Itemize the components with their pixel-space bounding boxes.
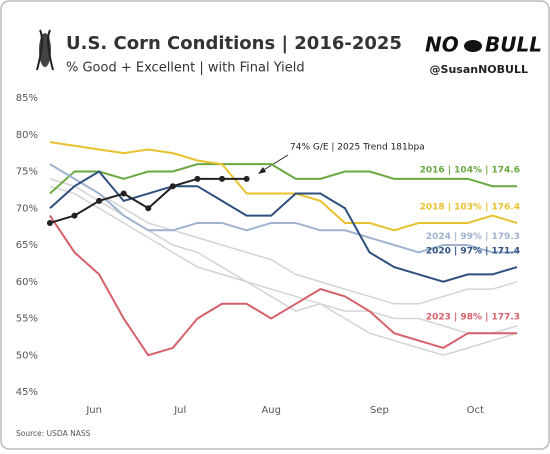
chart-subtitle: % Good + Excellent | with Final Yield (66, 61, 305, 76)
chart-title: U.S. Corn Conditions | 2016-2025 (66, 33, 402, 54)
brand: NO (425, 33, 459, 57)
point (243, 175, 250, 182)
series-line (49, 141, 518, 232)
x-tick-label: Aug (261, 405, 281, 416)
annotation: 74% G/E | 2025 Trend 181bpa (290, 143, 425, 153)
point (169, 183, 176, 190)
handle: @SusanNOBULL (430, 63, 528, 76)
annotation-arrow (258, 154, 289, 174)
y-tick-label: 80% (16, 130, 38, 141)
point (120, 190, 127, 197)
y-tick-label: 45% (16, 387, 38, 398)
x-tick-label: Sep (370, 405, 389, 416)
y-tick-label: 60% (16, 277, 38, 288)
y-tick-label: 50% (16, 350, 38, 361)
series-label: 2016 | 104% | 174.6 (420, 166, 520, 176)
y-tick-label: 55% (16, 314, 38, 325)
y-tick-label: 85% (16, 93, 38, 104)
point (71, 212, 78, 219)
brand: BULL (485, 33, 542, 57)
y-tick-label: 75% (16, 167, 38, 178)
source: Source: USDA NASS (16, 429, 91, 438)
point (194, 175, 201, 182)
series-line (49, 163, 518, 254)
point (96, 197, 103, 204)
y-tick-label: 70% (16, 203, 38, 214)
series-line (49, 163, 518, 195)
series-line (49, 215, 518, 357)
series-label: 2020 | 97% | 171.4 (426, 247, 520, 257)
point (145, 205, 152, 212)
y-tick-label: 65% (16, 240, 38, 251)
point (219, 175, 226, 182)
series-line (49, 163, 518, 305)
series-label: 2018 | 103% | 176.4 (420, 202, 520, 212)
x-tick-label: Jul (173, 405, 186, 416)
point (46, 219, 53, 226)
corn-icon (36, 29, 54, 71)
brand-icon (464, 40, 482, 52)
series-line (49, 185, 518, 334)
series-label: 2023 | 98% | 177.3 (426, 313, 520, 323)
x-tick-label: Jun (85, 405, 102, 416)
series-line (49, 170, 518, 283)
x-tick-label: Oct (467, 405, 484, 416)
series-label: 2024 | 99% | 179.3 (426, 232, 520, 242)
